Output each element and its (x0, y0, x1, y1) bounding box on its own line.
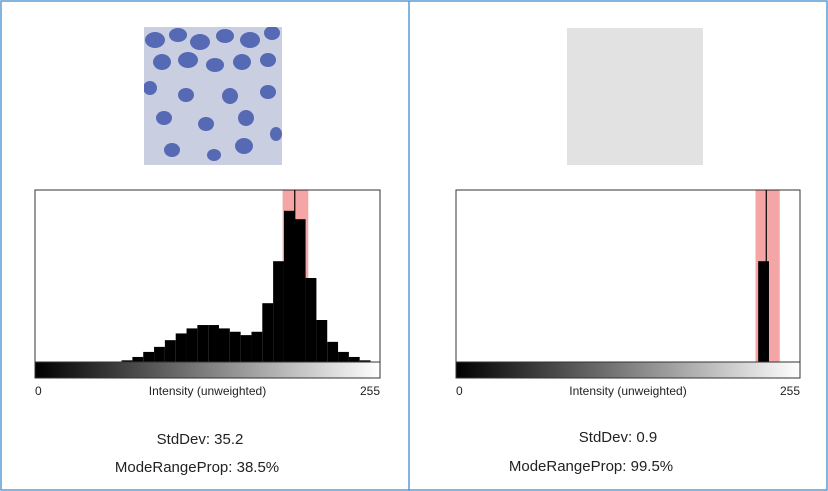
bar (241, 335, 252, 362)
bar (208, 325, 219, 362)
bar (273, 261, 284, 362)
bar (316, 320, 327, 362)
bar (132, 357, 143, 362)
x-tick-label: 255 (360, 384, 380, 398)
intensity-gradient (456, 362, 800, 378)
mode-range (283, 190, 309, 362)
bar (230, 332, 241, 362)
bar (165, 340, 176, 362)
tissue-thumbnail (143, 26, 282, 165)
stddev: StdDev: 35.2 (157, 431, 244, 448)
bar (176, 333, 187, 362)
bar (143, 352, 154, 362)
intensity-gradient (35, 362, 380, 378)
x-axis-label: Intensity (unweighted) (149, 384, 266, 398)
mode-range-prop: ModeRangeProp: 38.5% (115, 459, 279, 476)
x-tick-label: 255 (780, 384, 800, 398)
bar (251, 332, 262, 362)
x-axis-label: Intensity (unweighted) (569, 384, 686, 398)
figure: 0 255 Intensity (unweighted) StdDev: 35.2 Mo… (0, 0, 828, 491)
mode-range-prop: ModeRangeProp: 99.5% (509, 458, 673, 475)
x-tick-label: 0 (35, 384, 42, 398)
blank-thumbnail (567, 28, 703, 165)
bar (349, 357, 360, 362)
x-tick-label: 0 (456, 384, 463, 398)
plot-area (456, 190, 800, 362)
mode-range (755, 190, 779, 362)
bar (327, 342, 338, 362)
stddev: StdDev: 0.9 (579, 429, 657, 446)
bar (219, 328, 230, 362)
bar (197, 325, 208, 362)
bar (154, 347, 165, 362)
bar (262, 303, 273, 362)
bar (338, 352, 349, 362)
bar (187, 328, 198, 362)
